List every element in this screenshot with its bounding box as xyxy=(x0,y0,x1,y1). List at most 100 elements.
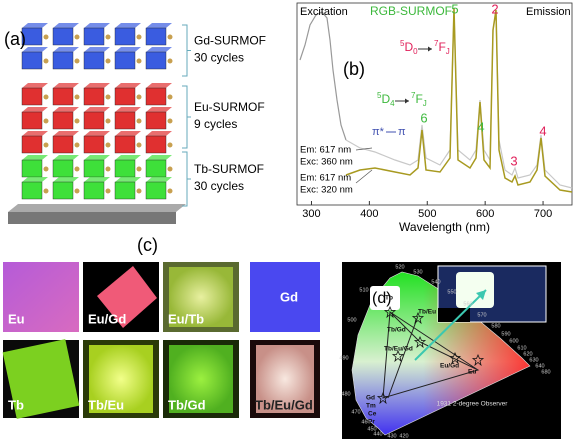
cube xyxy=(145,111,167,130)
linker xyxy=(74,118,80,124)
linker xyxy=(105,58,111,64)
wavelength-tick: 620 xyxy=(523,351,532,357)
cube-top xyxy=(22,107,48,112)
pi: π xyxy=(398,126,406,138)
observer-label: 1931 2-degree Observer xyxy=(437,401,509,408)
cube-top xyxy=(115,177,141,182)
wavelength-tick: 630 xyxy=(529,357,538,363)
wavelength-tick: 680 xyxy=(541,369,550,375)
cube-top xyxy=(146,47,172,52)
cube xyxy=(145,51,167,70)
condition-label: Em: 617 nm xyxy=(300,173,351,184)
point-label: Tb xyxy=(385,295,393,302)
cube-top xyxy=(84,107,110,112)
term-sub: J xyxy=(423,99,427,108)
cube xyxy=(21,27,43,46)
layer-cycles: 30 cycles xyxy=(194,51,244,65)
linker xyxy=(43,188,49,194)
cube-top xyxy=(84,83,110,88)
shift-arrow xyxy=(414,289,487,361)
wavelength-tick: 530 xyxy=(413,269,422,275)
panel-label: (b) xyxy=(343,59,365,79)
cube-top xyxy=(115,47,141,52)
label-bg xyxy=(370,286,400,310)
layer-cycles: 30 cycles xyxy=(194,179,244,193)
term-sup: 5 xyxy=(400,39,405,48)
pointer xyxy=(355,169,373,184)
cube-top xyxy=(22,23,48,28)
peak-label: 2 xyxy=(491,1,498,16)
panel-c: (c) Eu Eu/Gd Eu/Tb Gd Tb Tb/Eu Tb/Gd Tb/Eu/Gd xyxy=(2,235,320,419)
cube xyxy=(114,51,136,70)
linker xyxy=(167,94,173,100)
peak-label: 5 xyxy=(451,1,458,16)
linker xyxy=(136,166,142,172)
panel-label: (a) xyxy=(4,29,26,49)
cube-top xyxy=(22,177,48,182)
cube xyxy=(21,181,43,200)
condition-label: Em: 617 nm xyxy=(300,145,351,156)
panel-a: (a) Gd-SURMOF 30 cycles Eu-SURMOF 9 cycles Tb… xyxy=(4,23,266,224)
term-sup: 7 xyxy=(411,91,416,100)
point-label: Ce xyxy=(368,411,377,418)
sample-photo xyxy=(250,262,320,332)
wavelength-tick: 490 xyxy=(339,355,348,361)
wavelength-tick: 510 xyxy=(359,287,368,293)
title: RGB-SURMOF xyxy=(370,4,452,18)
linker xyxy=(43,118,49,124)
condition-label: Exc: 360 nm xyxy=(300,157,353,168)
peak-label: 6 xyxy=(420,110,427,125)
cube-top xyxy=(84,23,110,28)
cube-top xyxy=(115,131,141,136)
cube xyxy=(52,111,74,130)
x-tick-label: 300 xyxy=(302,208,320,220)
term-sub: J xyxy=(446,47,450,56)
cube-top xyxy=(84,131,110,136)
linker xyxy=(74,142,80,148)
sample-label: Gd xyxy=(280,289,298,304)
cube xyxy=(52,159,74,178)
cube xyxy=(83,87,105,106)
cube-top xyxy=(53,177,79,182)
term-sup: 7 xyxy=(434,39,439,48)
layer-cycles: 9 cycles xyxy=(194,117,237,131)
linker xyxy=(74,166,80,172)
linker xyxy=(43,94,49,100)
cube xyxy=(114,135,136,154)
cube-top xyxy=(22,83,48,88)
linker xyxy=(74,58,80,64)
emission-curve-320 xyxy=(345,7,573,193)
cube-top xyxy=(115,107,141,112)
color-point xyxy=(383,305,397,319)
term-main: D xyxy=(381,92,390,106)
peak-label: 4 xyxy=(539,123,546,138)
bracket xyxy=(182,24,191,77)
cube-top xyxy=(53,107,79,112)
wavelength-tick: 500 xyxy=(347,317,356,323)
x-axis-label: Wavelength (nm) xyxy=(399,220,490,234)
cube-top xyxy=(22,155,48,160)
wavelength-tick: 420 xyxy=(399,433,408,439)
term-sub: 0 xyxy=(413,47,418,56)
wavelength-tick: 480 xyxy=(341,391,350,397)
term-symbol: 7FJ xyxy=(411,91,427,108)
cube xyxy=(145,87,167,106)
cube-top xyxy=(146,23,172,28)
wavelength-tick: 550 xyxy=(447,289,456,295)
cube xyxy=(145,159,167,178)
color-point xyxy=(448,351,462,365)
linker xyxy=(136,58,142,64)
pointer xyxy=(355,147,373,151)
emission-label: Emission xyxy=(526,6,571,18)
cube-top xyxy=(53,155,79,160)
color-point xyxy=(376,391,390,405)
linker xyxy=(105,166,111,172)
cube xyxy=(83,51,105,70)
linker xyxy=(136,188,142,194)
term-symbol: 5D0 xyxy=(400,39,418,56)
wavelength-tick: 590 xyxy=(501,331,510,337)
term-main: F xyxy=(438,40,445,54)
sample-label: Eu/Gd xyxy=(88,311,126,326)
x-tick-label: 600 xyxy=(476,208,494,220)
